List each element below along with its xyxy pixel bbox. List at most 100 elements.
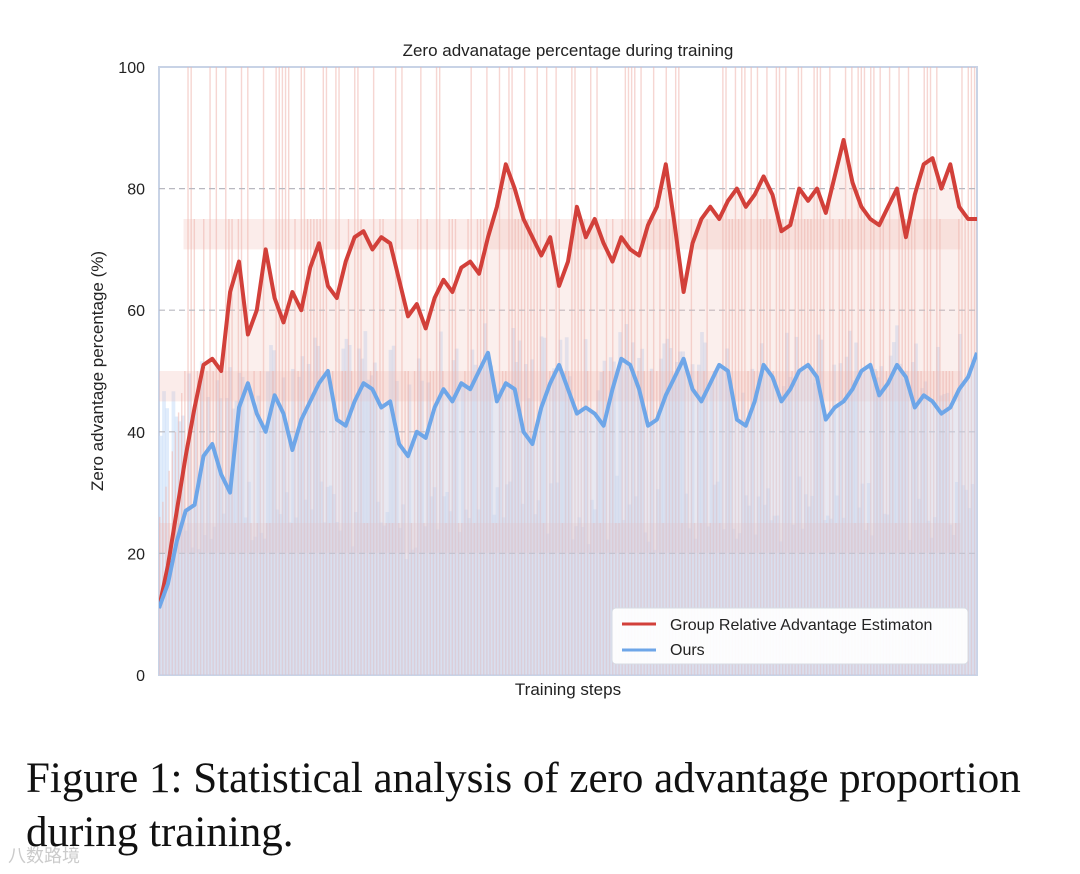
raw-bar-ours <box>696 364 701 675</box>
raw-bar-ours <box>275 509 280 675</box>
raw-bar-ours <box>262 538 267 675</box>
raw-bar-grae <box>347 219 350 675</box>
raw-bar-grae <box>310 219 312 675</box>
raw-bar-grae <box>313 219 315 675</box>
raw-bar-ours <box>970 484 975 675</box>
raw-bar-ours <box>448 511 453 675</box>
raw-bar-grae <box>951 371 954 675</box>
raw-bar-ours <box>505 484 509 675</box>
raw-bar-grae <box>958 219 960 675</box>
raw-bar-ours <box>536 500 541 675</box>
raw-bar-ours <box>800 528 805 675</box>
raw-bar-grae <box>822 219 825 675</box>
grid-lines <box>159 188 977 555</box>
raw-bar-ours <box>700 332 704 675</box>
raw-bar-ours <box>712 484 717 675</box>
raw-bar-ours <box>385 512 390 675</box>
raw-bar-ours <box>265 371 270 675</box>
raw-bar-ours <box>674 361 679 675</box>
raw-bar-grae <box>366 523 369 675</box>
raw-bar-ours <box>199 361 204 675</box>
y-tick-label: 60 <box>127 303 145 320</box>
raw-bar-grae <box>549 371 551 675</box>
raw-bar-grae <box>489 371 491 675</box>
raw-bar-grae <box>851 67 853 675</box>
raw-bar-grae <box>948 371 951 675</box>
raw-bar-ours <box>602 360 607 675</box>
raw-bar-ours <box>769 520 774 675</box>
raw-bar-ours <box>303 499 308 675</box>
raw-bar-grae <box>621 219 623 675</box>
raw-bar-grae <box>772 371 774 675</box>
raw-bar-grae <box>788 219 790 675</box>
raw-bar-ours <box>483 323 487 675</box>
raw-bar-ours <box>951 535 956 675</box>
raw-bar-grae <box>272 371 274 675</box>
raw-bar-ours <box>206 396 210 675</box>
raw-bar-grae <box>379 219 381 675</box>
raw-bar-grae <box>187 67 189 675</box>
raw-bar-ours <box>627 504 632 675</box>
raw-bar-ours <box>926 520 931 675</box>
raw-bar-ours <box>193 401 198 675</box>
raw-bar-ours <box>545 533 550 675</box>
raw-bar-grae <box>328 523 331 675</box>
y-tick-label: 40 <box>127 425 145 442</box>
raw-bar-ours <box>184 530 188 675</box>
raw-bar-ours <box>344 338 349 675</box>
raw-bar-grae <box>904 219 907 675</box>
raw-bar-ours <box>728 382 733 675</box>
raw-bar-grae <box>247 67 249 675</box>
raw-bar-grae <box>866 523 869 675</box>
raw-bar-grae <box>737 219 740 675</box>
raw-bar-ours <box>621 519 626 675</box>
raw-bar-ours <box>420 380 424 675</box>
raw-bar-ours <box>759 343 764 675</box>
raw-bar-grae <box>369 371 372 675</box>
raw-bar-ours <box>527 398 531 675</box>
raw-bar-grae <box>942 371 944 675</box>
raw-bar-grae <box>243 523 246 675</box>
raw-bar-grae <box>932 371 935 675</box>
raw-bar-grae <box>892 371 894 675</box>
raw-bar-grae <box>552 371 554 675</box>
raw-bar-ours <box>451 360 456 675</box>
raw-bar-ours <box>454 348 459 675</box>
raw-bar-grae <box>316 219 318 675</box>
raw-bar-ours <box>281 377 286 675</box>
raw-bar-grae <box>300 67 302 675</box>
figure-caption: Figure 1: Statistical analysis of zero a… <box>26 755 1021 856</box>
raw-bar-grae <box>527 219 529 675</box>
raw-bar-ours <box>744 495 748 675</box>
raw-bar-ours <box>687 528 692 675</box>
raw-bar-grae <box>665 67 667 675</box>
smoothed-area-layer <box>159 140 977 675</box>
raw-bar-ours <box>495 487 500 675</box>
raw-bar-ours <box>879 366 884 675</box>
raw-bar-grae <box>332 371 334 675</box>
raw-bar-grae <box>920 371 922 675</box>
raw-bar-ours <box>394 381 399 675</box>
raw-bar-grae <box>184 371 186 675</box>
raw-bar-grae <box>206 371 208 675</box>
raw-bar-grae <box>542 523 545 675</box>
raw-bar-ours <box>354 512 358 675</box>
raw-bar-ours <box>467 518 472 675</box>
raw-bar-grae <box>451 219 454 675</box>
raw-bar-grae <box>483 219 485 675</box>
raw-bar-ours <box>841 517 846 675</box>
raw-bar-grae <box>914 219 916 675</box>
raw-bar-grae <box>785 67 787 675</box>
raw-bar-ours <box>489 365 494 675</box>
raw-bar-ours <box>196 549 201 675</box>
raw-bar-grae <box>394 67 397 675</box>
raw-bar-ours <box>829 518 833 675</box>
raw-bar-ours <box>910 362 915 675</box>
raw-bar-grae <box>467 219 469 675</box>
raw-bar-grae <box>508 67 510 675</box>
raw-bar-ours <box>649 368 654 675</box>
raw-plateau-grae <box>159 523 961 554</box>
raw-bar-ours <box>517 340 522 675</box>
raw-bar-ours <box>297 376 302 675</box>
raw-bar-ours <box>332 494 336 675</box>
